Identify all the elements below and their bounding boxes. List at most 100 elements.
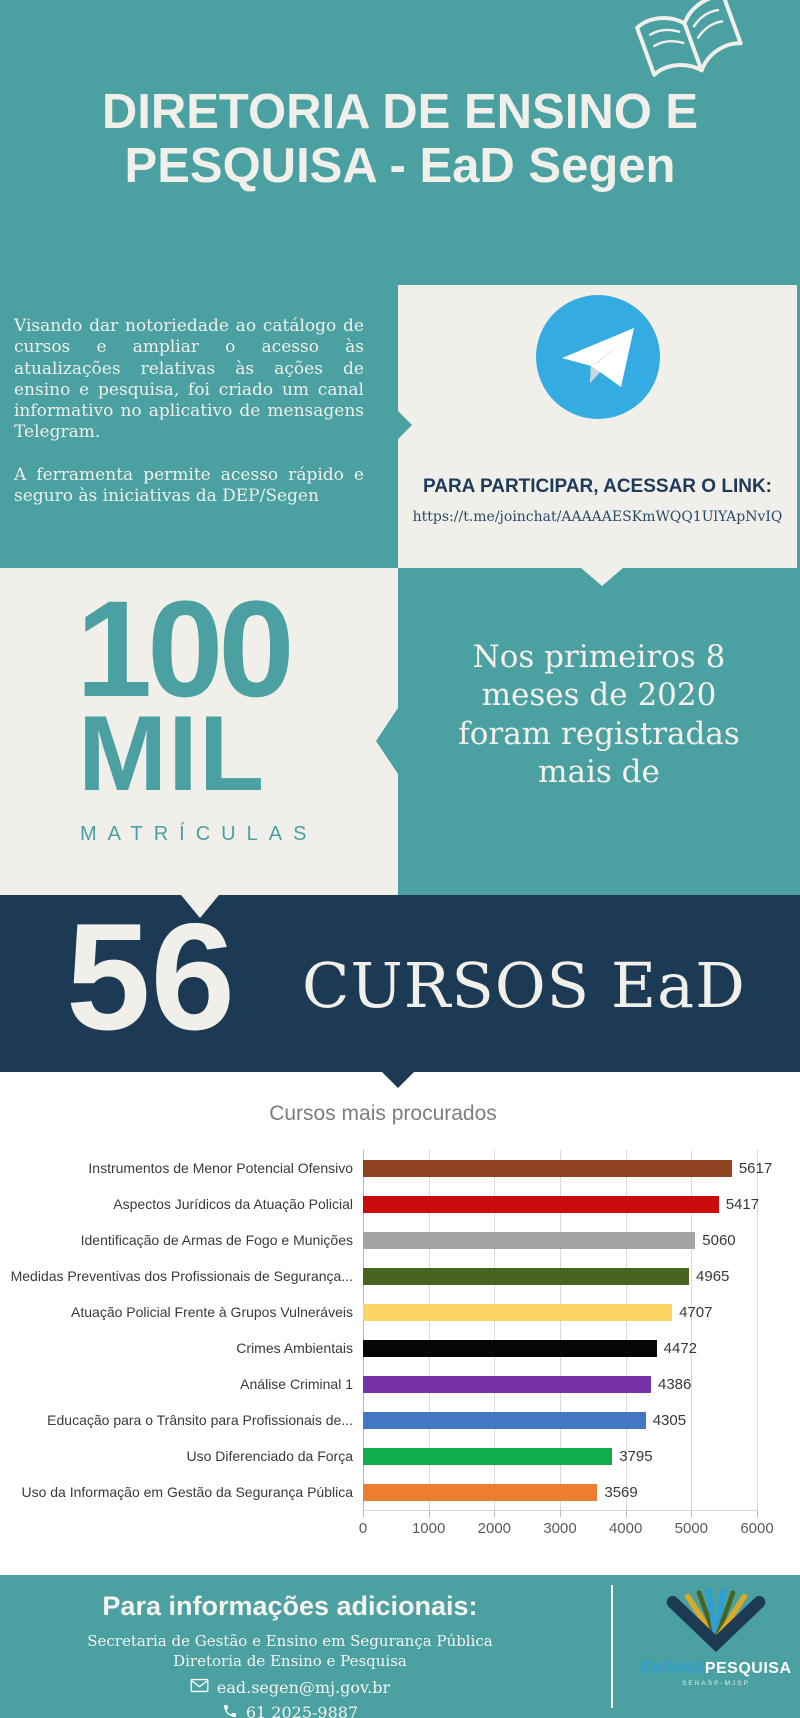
chart-row: Identificação de Armas de Fogo e Muniçõe… [10,1222,757,1258]
chart-x-axis: 0 1000 2000 3000 4000 5000 6000 [359,1510,774,1544]
tick-label: 2000 [477,1520,512,1537]
chart-row: Uso Diferenciado da Força 3795 [10,1438,757,1474]
courses-count: 56 [66,892,236,1062]
chart-plot: 3795 [363,1438,757,1474]
open-book-icon [632,0,752,99]
chart-bar [363,1411,646,1429]
chart-plot: 4305 [363,1402,757,1438]
logo-subtext: SENASP-MJSP [682,1680,750,1687]
chart-category-label: Crimes Ambientais [236,1340,353,1356]
chart-row: Medidas Preventivas dos Profissionais de… [10,1258,757,1294]
gridline [691,1150,693,1510]
chart-value-label: 3569 [604,1483,638,1501]
chart-plot: 4472 [363,1330,757,1366]
stat-number-100: 100 [76,573,295,726]
phone-text: 61 2025-9887 [245,1703,359,1718]
chart-category-label: Atuação Policial Frente à Grupos Vulnerá… [71,1304,353,1320]
gridline [428,1150,430,1510]
phone-icon [222,1703,238,1718]
tick-mark [494,1510,496,1517]
tick-label: 0 [358,1520,368,1537]
phone-row: 61 2025-9887 [0,1703,580,1718]
chart-plot: 4707 [363,1294,757,1330]
chart-plot: 5060 [363,1222,757,1258]
courses-label: CURSOS EaD [302,949,746,1022]
chart-value-label: 5617 [738,1159,773,1177]
chart-bar [363,1483,598,1501]
chart-category-label: Identificação de Armas de Fogo e Muniçõe… [80,1232,353,1248]
chart-row: Análise Criminal 1 4386 [10,1366,757,1402]
chart-bar [363,1267,690,1285]
chart-bar [363,1159,732,1177]
footer-contact-block: Para informações adicionais: Secretaria … [0,1591,580,1718]
gridline [494,1150,496,1510]
chart-row: Crimes Ambientais 4472 [10,1330,757,1366]
chart-category-label: Uso Diferenciado da Força [186,1448,353,1464]
email-icon [190,1678,209,1697]
gridline [560,1150,561,1510]
gridline [625,1150,627,1510]
chart-value-label: 5060 [702,1231,736,1249]
gridline [363,1150,364,1510]
page-title-line2: PESQUISA - EaD Segen [124,138,676,193]
chart-bar [363,1375,651,1393]
chart-plot: 4965 [363,1258,757,1294]
chart-value-label: 4965 [696,1267,730,1285]
chart-row: Educação para o Trânsito para Profission… [10,1402,757,1438]
telegram-heading: PARA PARTICIPAR, ACESSAR O LINK: [422,476,773,497]
chart-row: Aspectos Jurídicos da Atuação Policial 54… [10,1186,760,1222]
page-title: DIRETORIA DE ENSINO E PESQUISA - EaD Seg… [0,85,800,194]
pointer-arrow-left [376,708,398,774]
tick-label: 6000 [740,1520,774,1537]
tick-label: 4000 [608,1520,643,1537]
pointer-arrow-right [398,411,412,439]
chart-value-label: 4472 [663,1339,698,1357]
intro-paragraph-1: Visando dar notoriedade ao catálogo de c… [14,316,364,443]
bar-chart: Instrumentos de Menor Potencial Ofensivo… [10,1150,774,1537]
chart-bar [363,1303,673,1321]
chart-bar [363,1339,657,1357]
pointer-arrow-down [382,1072,414,1088]
telegram-link[interactable]: https://t.me/joinchat/AAAAAESKmWQQ1UlYAp… [412,509,783,525]
chart-row: Instrumentos de Menor Potencial Ofensivo… [10,1150,772,1186]
tick-mark [691,1510,693,1517]
chart-rows: Instrumentos de Menor Potencial Ofensivo… [10,1150,772,1510]
pointer-arrow-down [181,895,219,918]
stat-unit-mil: MIL [78,693,266,813]
chart-category-label: Aspectos Jurídicos da Atuação Policial [113,1196,353,1212]
chart-value-label: 4305 [652,1411,687,1429]
logo-text-pesquisa: PESQUISA [704,1660,792,1677]
chart-bar [363,1447,613,1465]
context-text-inner: Nos primeiros 8 meses de 2020 foram regi… [458,639,740,791]
chart-plot: 5617 [363,1150,772,1186]
tick-mark [757,1510,758,1517]
footer-divider [611,1585,613,1708]
tick-mark [560,1510,561,1517]
chart-bar [363,1195,719,1213]
logo-wordmark: ENSINOPESQUISA [632,1660,800,1678]
stats-section: 100 MIL MATRÍCULAS Nos primeiros 8 meses… [0,568,800,895]
chart-category-label: Uso da Informação em Gestão da Segurança… [21,1484,353,1500]
chart-bar [363,1231,696,1249]
chart-value-label: 5417 [725,1195,760,1213]
intro-text: Visando dar notoriedade ao catálogo de c… [14,316,364,528]
chart-row: Atuação Policial Frente à Grupos Vulnerá… [10,1294,757,1330]
chart-value-label: 4707 [679,1303,713,1321]
chart-section: Cursos mais procurados Instrumentos de M… [0,1072,800,1575]
ensino-pesquisa-logo: ENSINOPESQUISA SENASP-MJSP [632,1588,800,1687]
email-text[interactable]: ead.segen@mj.gov.br [216,1677,391,1697]
header-section: DIRETORIA DE ENSINO E PESQUISA - EaD Seg… [0,0,800,568]
chart-title: Cursos mais procurados [269,1102,497,1125]
context-text: Nos primeiros 8 meses de 2020 foram regi… [398,638,800,792]
chart-category-label: Análise Criminal 1 [240,1376,353,1392]
chart-value-label: 4386 [658,1375,692,1393]
pointer-arrow-down [581,568,623,586]
telegram-icon [535,295,660,419]
email-row: ead.segen@mj.gov.br [0,1678,580,1697]
footer-org-line2: Diretoria de Ensino e Pesquisa [173,1652,407,1671]
tick-mark [363,1510,364,1517]
page-title-line1: DIRETORIA DE ENSINO E [101,85,699,139]
footer-heading: Para informações adicionais: [102,1591,478,1621]
chart-category-label: Medidas Preventivas dos Profissionais de… [10,1268,353,1284]
chart-plot: 5417 [363,1186,760,1222]
